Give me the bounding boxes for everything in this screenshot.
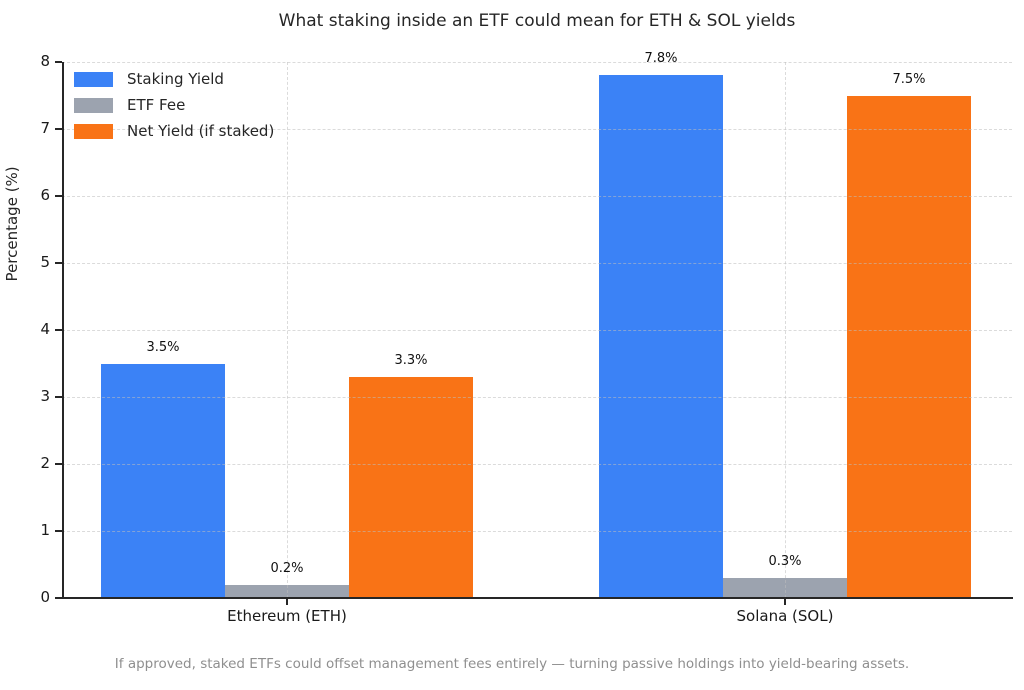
gridline-horizontal — [62, 464, 1012, 465]
y-tick-mark — [55, 530, 62, 532]
bar-value-label-solana-sol-staking-yield: 7.8% — [644, 51, 678, 67]
y-tick-mark — [55, 329, 62, 331]
gridline-vertical — [287, 62, 288, 598]
legend-item-net-yield-if-staked: Net Yield (if staked) — [74, 118, 274, 144]
gridline-vertical — [785, 62, 786, 598]
bar-ethereum-eth-net-yield-if-staked — [349, 376, 473, 598]
legend-swatch-etf-fee — [74, 97, 113, 113]
gridline-horizontal — [62, 263, 1012, 264]
y-tick-label: 8 — [40, 52, 50, 70]
y-tick-mark — [55, 61, 62, 63]
gridline-horizontal — [62, 196, 1012, 197]
gridline-horizontal — [62, 531, 1012, 532]
y-tick-mark — [55, 597, 62, 599]
y-tick-label: 1 — [40, 521, 50, 539]
bar-value-label-ethereum-eth-staking-yield: 3.5% — [146, 339, 180, 355]
legend-swatch-net-yield-if-staked — [74, 123, 113, 139]
y-tick-label: 7 — [40, 119, 50, 137]
legend-label-net-yield-if-staked: Net Yield (if staked) — [127, 122, 275, 140]
y-tick-label: 4 — [40, 320, 50, 338]
x-tick-label-ethereum-eth: Ethereum (ETH) — [227, 607, 347, 625]
bar-solana-sol-staking-yield — [599, 75, 723, 598]
y-tick-label: 0 — [40, 588, 50, 606]
y-tick-mark — [55, 262, 62, 264]
bar-solana-sol-net-yield-if-staked — [847, 95, 971, 598]
x-tick-mark — [286, 598, 288, 605]
y-tick-label: 6 — [40, 186, 50, 204]
y-tick-label: 3 — [40, 387, 50, 405]
y-axis-spine — [62, 62, 64, 598]
x-tick-label-solana-sol: Solana (SOL) — [736, 607, 834, 625]
gridline-horizontal — [62, 62, 1012, 63]
legend: Staking Yield ETF Fee Net Yield (if staked… — [74, 66, 274, 144]
y-tick-label: 2 — [40, 454, 50, 472]
legend-label-etf-fee: ETF Fee — [127, 96, 186, 114]
y-tick-mark — [55, 128, 62, 130]
chart-title: What staking inside an ETF could mean fo… — [278, 11, 796, 31]
legend-swatch-staking-yield — [74, 71, 113, 87]
legend-item-staking-yield: Staking Yield — [74, 66, 274, 92]
bar-value-label-solana-sol-etf-fee: 0.3% — [768, 553, 802, 569]
x-axis-spine — [62, 597, 1013, 599]
y-tick-mark — [55, 396, 62, 398]
footer-note: If approved, staked ETFs could offset ma… — [114, 656, 910, 672]
gridline-horizontal — [62, 397, 1012, 398]
y-tick-label: 5 — [40, 253, 50, 271]
bar-value-label-ethereum-eth-net-yield-if-staked: 3.3% — [394, 352, 428, 368]
bar-ethereum-eth-staking-yield — [101, 363, 225, 598]
gridline-horizontal — [62, 129, 1012, 130]
bar-value-label-ethereum-eth-etf-fee: 0.2% — [270, 560, 304, 576]
legend-item-etf-fee: ETF Fee — [74, 92, 274, 118]
legend-label-staking-yield: Staking Yield — [127, 70, 224, 88]
y-tick-mark — [55, 463, 62, 465]
y-tick-mark — [55, 195, 62, 197]
x-tick-mark — [784, 598, 786, 605]
bar-value-label-solana-sol-net-yield-if-staked: 7.5% — [892, 71, 926, 87]
gridline-horizontal — [62, 330, 1012, 331]
